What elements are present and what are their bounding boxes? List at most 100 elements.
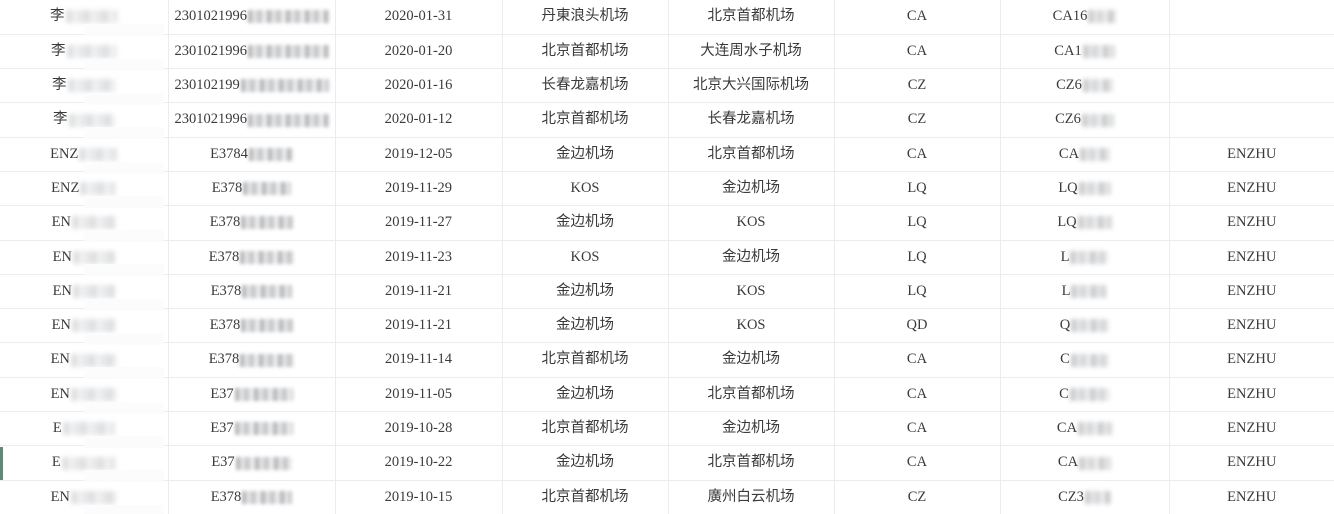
cell-passenger-name: 李 <box>0 102 169 138</box>
cell-content: 大连周水子机场 <box>700 43 802 60</box>
cell-id-or-passport-number: E37 <box>168 411 336 447</box>
cell-content: KOS <box>736 283 765 300</box>
passenger-name-text: 李 <box>50 8 65 25</box>
arrival-airport-text: 北京大兴国际机场 <box>693 77 809 94</box>
table-row[interactable]: 李 2301021996 2020-01-31 丹東浪头机场 北京首都机场 CA CA16 <box>0 0 1334 35</box>
cell-content: L <box>1062 283 1108 300</box>
cell-airline-code: LQ <box>834 205 1001 241</box>
cell-passenger-name: E <box>0 445 169 481</box>
remark-text: ENZHU <box>1227 282 1277 299</box>
cell-flight-number: LQ <box>1000 171 1170 207</box>
cell-arrival-airport: 长春龙嘉机场 <box>668 102 835 138</box>
airline-code-text: CZ <box>907 488 927 505</box>
table-row[interactable]: EN E378 2019-11-23 KOS 金边机场 LQ L ENZHU <box>0 240 1334 275</box>
table-row[interactable]: EN E378 2019-11-27 金边机场 KOS LQ LQ ENZHU <box>0 205 1334 241</box>
cell-content: E378 <box>211 283 293 300</box>
cell-arrival-airport: 北京首都机场 <box>668 0 835 35</box>
flight-number-text: Q <box>1059 317 1071 334</box>
arrival-airport-text: 金边机场 <box>722 420 780 437</box>
cell-passenger-name: EN <box>0 342 169 378</box>
cell-content: E <box>53 420 115 437</box>
airline-code-text: QD <box>906 317 928 334</box>
id-or-passport-number-text: 2301021996 <box>174 111 248 128</box>
cell-content: 2019-11-05 <box>385 386 452 403</box>
table-row[interactable]: 李 2301021996 2020-01-12 北京首都机场 长春龙嘉机场 CZ CZ6 <box>0 102 1334 138</box>
cell-content: 2019-12-05 <box>385 146 453 163</box>
cell-flight-number: CA <box>1000 445 1170 481</box>
airline-code-text: CA <box>906 8 928 25</box>
cell-content: E378 <box>209 351 295 368</box>
cell-content: ENZHU <box>1227 283 1276 300</box>
cell-departure-airport: 金边机场 <box>502 445 669 481</box>
id-or-passport-number-text: E378 <box>209 317 241 334</box>
cell-passenger-name: 李 <box>0 68 169 104</box>
table-row[interactable]: 李 2301021996 2020-01-20 北京首都机场 大连周水子机场 CA CA1 <box>0 34 1334 70</box>
cell-content: 2020-01-20 <box>385 43 453 60</box>
cell-departure-airport: 金边机场 <box>502 377 669 413</box>
table-row[interactable]: E E37 2019-10-28 北京首都机场 金边机场 CA CA ENZHU <box>0 411 1334 447</box>
cell-content: KOS <box>570 249 599 266</box>
passenger-name-text: ENZ <box>50 145 79 162</box>
cell-flight-number: C <box>1000 377 1170 413</box>
cell-content: CZ <box>908 111 927 128</box>
passenger-name-text: 李 <box>51 42 66 59</box>
table-row[interactable]: EN E378 2019-11-21 金边机场 KOS QD Q ENZHU <box>0 308 1334 344</box>
redacted-flight-number <box>1079 456 1112 470</box>
cell-remark: ENZHU <box>1169 274 1334 310</box>
passenger-name-text: ENZ <box>51 179 80 196</box>
flight-date-text: 2019-11-27 <box>384 214 453 231</box>
cell-content: 金边机场 <box>556 317 614 334</box>
flight-date-text: 2020-01-31 <box>384 8 453 25</box>
cell-content: 2019-11-21 <box>385 317 452 334</box>
flight-number-text: LQ <box>1057 214 1077 231</box>
table-row[interactable]: EN E37 2019-11-05 金边机场 北京首都机场 CA C ENZHU <box>0 377 1334 413</box>
cell-departure-airport: 丹東浪头机场 <box>502 0 669 35</box>
cell-content: CA <box>907 454 927 471</box>
table-row[interactable]: 李 230102199 2020-01-16 长春龙嘉机场 北京大兴国际机场 CZ CZ6 <box>0 68 1334 104</box>
table-row[interactable]: ENZ E3784 2019-12-05 金边机场 北京首都机场 CA CA ENZHU <box>0 137 1334 172</box>
flight-number-text: CZ3 <box>1058 488 1084 505</box>
cell-departure-airport: KOS <box>502 171 669 207</box>
cell-arrival-airport: 金边机场 <box>668 240 835 275</box>
cell-content: 2019-10-22 <box>385 454 453 471</box>
passenger-name-text: 李 <box>53 111 68 128</box>
cell-arrival-airport: 金边机场 <box>668 411 835 447</box>
flight-number-text: CA <box>1058 145 1080 162</box>
cell-arrival-airport: 廣州白云机场 <box>668 480 835 514</box>
cell-id-or-passport-number: E37 <box>168 377 336 413</box>
table-row[interactable]: EN E378 2019-10-15 北京首都机场 廣州白云机场 CZ CZ3 ENZHU <box>0 480 1334 514</box>
airline-code-text: CA <box>906 145 928 162</box>
cell-content: 北京首都机场 <box>542 420 629 437</box>
table-row[interactable]: ENZ E378 2019-11-29 KOS 金边机场 LQ LQ ENZHU <box>0 171 1334 207</box>
cell-content: CA <box>907 43 927 60</box>
passenger-name-text: EN <box>50 385 70 402</box>
cell-content: 北京首都机场 <box>542 111 629 128</box>
cell-content: 北京首都机场 <box>542 489 629 506</box>
cell-airline-code: QD <box>834 308 1001 344</box>
flight-date-text: 2019-11-14 <box>384 351 453 368</box>
departure-airport-text: KOS <box>570 179 600 196</box>
cell-airline-code: CA <box>834 411 1001 447</box>
cell-id-or-passport-number: 2301021996 <box>168 102 336 138</box>
flight-number-text: CA <box>1056 420 1078 437</box>
cell-content: 金边机场 <box>556 454 614 471</box>
flight-number-text: CA1 <box>1054 42 1082 59</box>
cell-flight-number: CZ6 <box>1000 102 1170 138</box>
cell-content: 李 <box>51 43 117 60</box>
cell-flight-date: 2020-01-16 <box>335 68 503 104</box>
table-row[interactable]: EN E378 2019-11-14 北京首都机场 金边机场 CA C ENZHU <box>0 342 1334 378</box>
cell-flight-date: 2019-10-22 <box>335 445 503 481</box>
airline-code-text: CZ <box>907 111 927 128</box>
cell-flight-date: 2019-11-27 <box>335 205 503 241</box>
redacted-passenger-name <box>72 285 115 299</box>
passenger-name-text: E <box>52 420 62 437</box>
table-row[interactable]: E E37 2019-10-22 金边机场 北京首都机场 CA CA ENZHU <box>0 445 1334 481</box>
cell-content: 2019-11-14 <box>385 351 452 368</box>
table-row[interactable]: EN E378 2019-11-21 金边机场 KOS LQ L ENZHU <box>0 274 1334 310</box>
cell-passenger-name: E <box>0 411 169 447</box>
redacted-passenger-name <box>72 250 115 264</box>
flight-date-text: 2020-01-20 <box>384 42 453 59</box>
